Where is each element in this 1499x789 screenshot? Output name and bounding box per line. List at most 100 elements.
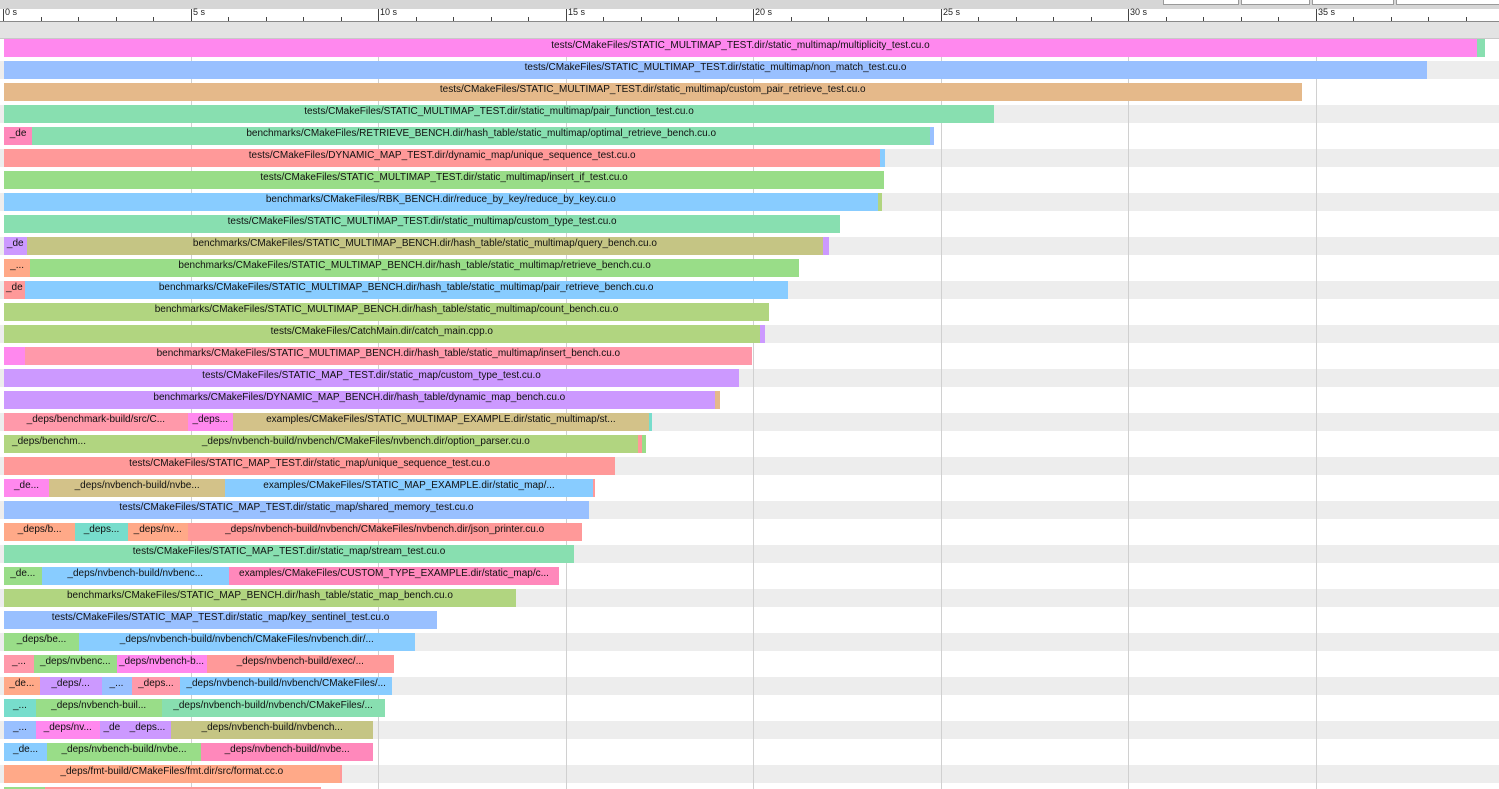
task-bar[interactable]: _deps/nv... xyxy=(127,523,188,541)
task-bar[interactable] xyxy=(4,347,25,365)
task-bar[interactable]: tests/CMakeFiles/DYNAMIC_MAP_TEST.dir/dy… xyxy=(4,149,881,167)
task-bar[interactable]: _deps/b... xyxy=(4,523,76,541)
task-bar[interactable]: _deps/nvbench-build/nvbench/CMakeFiles/n… xyxy=(187,523,582,541)
task-bar[interactable]: tests/CMakeFiles/STATIC_MULTIMAP_TEST.di… xyxy=(4,61,1428,79)
minor-tick xyxy=(641,17,642,21)
task-bar[interactable]: benchmarks/CMakeFiles/STATIC_MULTIMAP_BE… xyxy=(4,303,769,321)
task-bar[interactable] xyxy=(1477,39,1486,57)
task-bar[interactable] xyxy=(823,237,829,255)
task-bar[interactable]: _deps/nvbench-build/nvbe... xyxy=(49,479,226,497)
time-ruler: 0 s 5 s 10 s 15 s 20 s 25 s 30 s 35 s xyxy=(0,7,1499,22)
grid-line xyxy=(941,39,942,789)
task-bar[interactable]: benchmarks/CMakeFiles/RBK_BENCH.dir/redu… xyxy=(4,193,878,211)
task-bar[interactable]: tests/CMakeFiles/STATIC_MAP_TEST.dir/sta… xyxy=(4,457,616,475)
task-bar[interactable]: _deps/fmt-build/CMakeFiles/fmt.dir/src/f… xyxy=(4,765,340,783)
task-bar[interactable]: _deps/nvbench-build/nvbench... xyxy=(170,721,374,739)
minor-tick xyxy=(303,17,304,21)
timeline-chart: tests/CMakeFiles/STATIC_MULTIMAP_TEST.di… xyxy=(0,39,1499,789)
task-bar[interactable]: _... xyxy=(4,259,31,277)
track-header-band xyxy=(0,22,1499,39)
task-bar[interactable]: benchmarks/CMakeFiles/RETRIEVE_BENCH.dir… xyxy=(32,127,931,145)
task-bar[interactable]: _de xyxy=(4,127,33,145)
task-bar[interactable]: _... xyxy=(4,721,36,739)
task-bar[interactable] xyxy=(592,479,596,497)
toolbar-input[interactable] xyxy=(1396,0,1499,5)
task-bar[interactable]: _deps/nvbench-build/nvbe... xyxy=(200,743,374,761)
task-bar[interactable]: benchmarks/CMakeFiles/STATIC_MULTIMAP_BE… xyxy=(24,281,788,299)
task-bar[interactable]: _deps/nvbench-build/exec/... xyxy=(206,655,394,673)
task-bar[interactable]: tests/CMakeFiles/CatchMain.dir/catch_mai… xyxy=(4,325,760,343)
task-bar[interactable]: _de xyxy=(99,721,124,739)
task-bar[interactable]: tests/CMakeFiles/STATIC_MULTIMAP_TEST.di… xyxy=(4,39,1477,57)
task-bar[interactable]: tests/CMakeFiles/STATIC_MULTIMAP_TEST.di… xyxy=(4,215,841,233)
task-bar[interactable]: _de xyxy=(4,237,27,255)
task-bar[interactable]: _deps/nvbenc... xyxy=(34,655,117,673)
task-bar[interactable] xyxy=(637,435,642,453)
task-bar[interactable]: _deps/nvbench-build/nvbench/CMakeFiles/n… xyxy=(94,435,638,453)
task-bar[interactable]: _... xyxy=(101,677,132,695)
task-bar[interactable]: _deps/nvbench-build/nvbench/CMakeFiles/.… xyxy=(180,677,393,695)
task-bar[interactable]: _deps... xyxy=(131,677,181,695)
task-bar[interactable]: _deps/nvbench-build/nvbenc... xyxy=(41,567,229,585)
toolbar-button[interactable] xyxy=(1312,0,1394,5)
task-bar[interactable]: benchmarks/CMakeFiles/STATIC_MULTIMAP_BE… xyxy=(26,237,824,255)
task-bar[interactable]: _deps/nvbench-build/nvbe... xyxy=(47,743,201,761)
task-bar[interactable] xyxy=(759,325,766,343)
task-bar[interactable]: tests/CMakeFiles/STATIC_MULTIMAP_TEST.di… xyxy=(4,171,885,189)
task-bar[interactable]: _deps/nvbench-build/nvbench/CMakeFiles/n… xyxy=(79,633,415,651)
task-bar[interactable]: tests/CMakeFiles/STATIC_MULTIMAP_TEST.di… xyxy=(4,83,1302,101)
task-bar[interactable]: benchmarks/CMakeFiles/STATIC_MULTIMAP_BE… xyxy=(24,347,753,365)
task-bar[interactable] xyxy=(877,193,882,211)
task-bar[interactable]: benchmarks/CMakeFiles/DYNAMIC_MAP_BENCH.… xyxy=(4,391,715,409)
grid-line xyxy=(1316,39,1317,789)
grid-line xyxy=(1128,39,1129,789)
row-background xyxy=(0,765,1499,783)
task-bar[interactable]: _de... xyxy=(4,567,42,585)
task-bar[interactable]: benchmarks/CMakeFiles/STATIC_MAP_BENCH.d… xyxy=(4,589,516,607)
task-bar[interactable]: _... xyxy=(4,699,36,717)
major-tick xyxy=(378,9,379,21)
task-bar[interactable] xyxy=(641,435,646,453)
minor-tick xyxy=(978,17,979,21)
task-bar[interactable] xyxy=(4,787,46,789)
task-bar[interactable]: tests/CMakeFiles/STATIC_MAP_TEST.dir/sta… xyxy=(4,611,438,629)
task-bar[interactable]: _deps... xyxy=(75,523,128,541)
tick-label: 0 s xyxy=(5,7,18,17)
task-bar[interactable] xyxy=(880,149,886,167)
task-bar[interactable]: _deps/nvbench-buil... xyxy=(35,699,162,717)
task-bar[interactable]: _... xyxy=(4,655,34,673)
task-bar[interactable] xyxy=(45,787,321,789)
task-bar[interactable]: _de... xyxy=(4,479,49,497)
task-bar[interactable]: _deps/be... xyxy=(4,633,79,651)
task-bar[interactable]: _deps/nvbench-b... xyxy=(116,655,207,673)
task-bar[interactable]: tests/CMakeFiles/STATIC_MAP_TEST.dir/sta… xyxy=(4,545,574,563)
task-bar[interactable]: benchmarks/CMakeFiles/STATIC_MULTIMAP_BE… xyxy=(30,259,799,277)
task-bar[interactable]: _deps/nvbench-build/nvbench/CMakeFiles/.… xyxy=(161,699,385,717)
task-bar[interactable]: examples/CMakeFiles/STATIC_MAP_EXAMPLE.d… xyxy=(225,479,593,497)
toolbar-button[interactable] xyxy=(1241,0,1310,5)
task-bar[interactable]: tests/CMakeFiles/STATIC_MULTIMAP_TEST.di… xyxy=(4,105,994,123)
task-bar[interactable]: _deps/... xyxy=(39,677,102,695)
task-bar[interactable] xyxy=(930,127,934,145)
task-bar[interactable]: _deps... xyxy=(124,721,171,739)
minor-tick xyxy=(453,17,454,21)
task-bar[interactable] xyxy=(339,765,343,783)
task-bar[interactable]: examples/CMakeFiles/CUSTOM_TYPE_EXAMPLE.… xyxy=(229,567,559,585)
task-bar[interactable]: _de... xyxy=(4,677,40,695)
minor-tick xyxy=(1278,17,1279,21)
task-bar[interactable]: tests/CMakeFiles/STATIC_MAP_TEST.dir/sta… xyxy=(4,369,739,387)
task-bar[interactable]: _de xyxy=(4,281,25,299)
minor-tick xyxy=(41,17,42,21)
task-bar[interactable]: examples/CMakeFiles/STATIC_MULTIMAP_EXAM… xyxy=(232,413,649,431)
toolbar-button[interactable] xyxy=(1163,0,1239,5)
task-bar[interactable]: tests/CMakeFiles/STATIC_MAP_TEST.dir/sta… xyxy=(4,501,589,519)
task-bar[interactable]: _deps... xyxy=(187,413,233,431)
minor-tick xyxy=(1353,17,1354,21)
task-bar[interactable] xyxy=(649,413,652,431)
task-bar[interactable]: _deps/nv... xyxy=(35,721,100,739)
task-bar[interactable]: _deps/benchm... xyxy=(4,435,94,453)
major-tick xyxy=(566,9,567,21)
task-bar[interactable]: _deps/benchmark-build/src/C... xyxy=(4,413,188,431)
task-bar[interactable] xyxy=(714,391,720,409)
task-bar[interactable]: _de... xyxy=(4,743,48,761)
